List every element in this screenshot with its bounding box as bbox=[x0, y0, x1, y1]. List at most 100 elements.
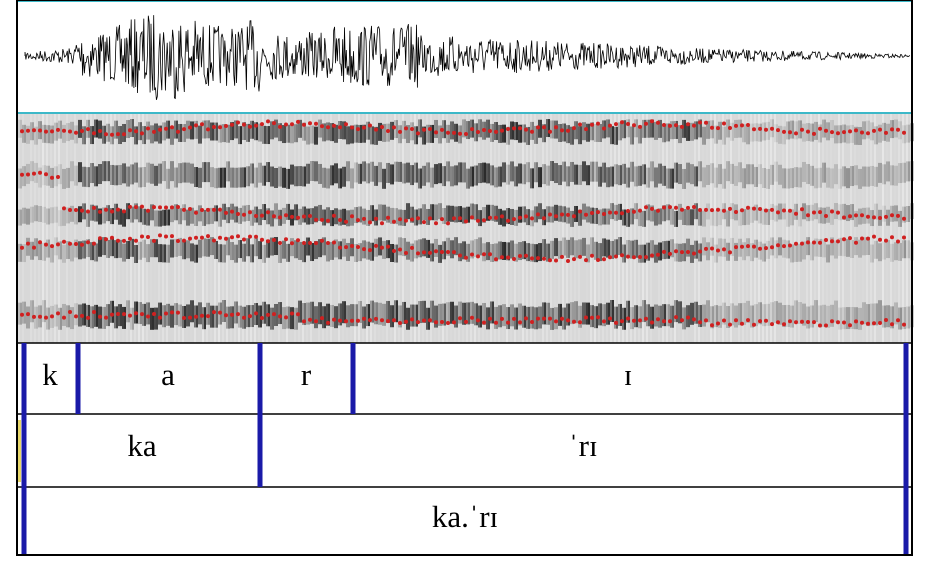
spec-cell bbox=[818, 238, 822, 257]
spec-cell bbox=[174, 120, 178, 139]
formant-dot bbox=[608, 316, 612, 321]
spec-cell bbox=[18, 114, 20, 343]
spec-cell bbox=[490, 301, 494, 324]
formant-dot bbox=[530, 216, 534, 221]
spec-cell bbox=[826, 206, 830, 223]
spec-cell bbox=[402, 114, 404, 343]
formant-dot bbox=[584, 258, 588, 263]
spec-cell bbox=[514, 243, 518, 262]
spec-cell bbox=[526, 209, 530, 226]
spec-cell bbox=[194, 167, 198, 188]
formant-dot bbox=[770, 322, 774, 327]
spec-cell bbox=[382, 204, 386, 221]
spec-cell bbox=[470, 203, 474, 220]
spec-cell bbox=[118, 304, 122, 327]
spec-cell bbox=[230, 242, 234, 261]
formant-dot bbox=[158, 315, 162, 320]
spec-cell bbox=[878, 162, 882, 183]
spec-cell bbox=[418, 301, 422, 324]
spec-cell bbox=[270, 166, 274, 187]
formant-dot bbox=[320, 316, 324, 321]
formant-dot bbox=[842, 320, 846, 325]
spec-cell bbox=[578, 239, 582, 258]
spec-cell bbox=[70, 121, 74, 140]
spec-cell bbox=[610, 240, 614, 259]
spec-cell bbox=[246, 114, 248, 343]
spec-cell bbox=[798, 243, 802, 262]
spec-cell bbox=[414, 240, 418, 259]
spec-cell bbox=[730, 303, 734, 326]
spec-cell bbox=[350, 125, 354, 144]
formant-dot bbox=[314, 217, 318, 222]
spec-cell bbox=[414, 162, 418, 183]
formant-dot bbox=[854, 319, 858, 324]
spec-cell bbox=[618, 114, 620, 343]
spec-cell bbox=[358, 114, 360, 343]
spec-cell bbox=[462, 162, 466, 183]
spec-cell bbox=[146, 244, 150, 263]
formant-dot bbox=[698, 120, 702, 125]
spec-cell bbox=[258, 209, 262, 226]
formant-dot bbox=[482, 128, 486, 132]
spec-cell bbox=[562, 161, 566, 182]
spec-cell bbox=[90, 114, 92, 343]
spec-cell bbox=[710, 114, 712, 343]
spec-cell bbox=[22, 124, 26, 143]
spec-cell bbox=[214, 240, 218, 259]
spec-cell bbox=[282, 240, 286, 259]
spec-cell bbox=[58, 307, 62, 330]
spec-cell bbox=[894, 302, 898, 325]
formant-dot bbox=[146, 314, 150, 319]
spec-cell bbox=[566, 166, 570, 187]
formant-dot bbox=[92, 310, 96, 314]
spec-cell bbox=[22, 301, 26, 324]
spec-cell bbox=[518, 206, 522, 223]
spec-cell bbox=[130, 307, 134, 330]
spec-cell bbox=[198, 125, 202, 144]
formant-dot bbox=[704, 207, 708, 212]
formant-dot bbox=[476, 254, 480, 259]
spec-cell bbox=[702, 210, 706, 227]
spec-cell bbox=[182, 241, 186, 260]
spec-cell bbox=[114, 240, 118, 259]
spec-cell bbox=[126, 203, 130, 220]
spec-cell bbox=[878, 300, 882, 323]
formant-dot bbox=[92, 241, 96, 246]
formant-dot bbox=[350, 244, 354, 248]
spec-cell bbox=[366, 121, 370, 140]
spec-cell bbox=[710, 209, 714, 226]
spec-cell bbox=[894, 205, 898, 222]
spec-cell bbox=[858, 114, 860, 343]
spec-cell bbox=[62, 244, 66, 263]
spec-cell bbox=[454, 165, 458, 186]
formant-dot bbox=[62, 239, 66, 244]
spec-cell bbox=[726, 114, 728, 343]
spec-cell bbox=[258, 114, 260, 343]
spec-cell bbox=[758, 114, 760, 343]
spec-cell bbox=[526, 126, 530, 145]
spec-cell bbox=[614, 306, 618, 329]
tier-marker bbox=[18, 420, 21, 482]
formant-dot bbox=[80, 242, 84, 247]
formant-dot bbox=[362, 247, 366, 252]
formant-dot bbox=[656, 317, 660, 322]
spec-cell bbox=[682, 243, 686, 262]
spec-cell bbox=[778, 203, 782, 220]
formant-dot bbox=[296, 119, 300, 124]
spec-cell bbox=[634, 203, 638, 220]
formant-dot bbox=[620, 253, 624, 258]
formant-dot bbox=[602, 257, 606, 262]
formant-dot bbox=[680, 318, 684, 323]
spec-cell bbox=[258, 162, 262, 183]
spec-cell bbox=[222, 244, 226, 263]
spec-cell bbox=[50, 244, 54, 263]
spec-cell bbox=[110, 208, 114, 225]
spec-cell bbox=[838, 237, 842, 256]
spec-cell bbox=[714, 210, 718, 227]
spec-cell bbox=[370, 161, 374, 182]
formant-dot bbox=[134, 311, 138, 316]
spec-cell bbox=[802, 123, 806, 142]
spec-cell bbox=[42, 300, 46, 323]
spec-cell bbox=[42, 242, 46, 261]
formant-dot bbox=[710, 125, 714, 130]
